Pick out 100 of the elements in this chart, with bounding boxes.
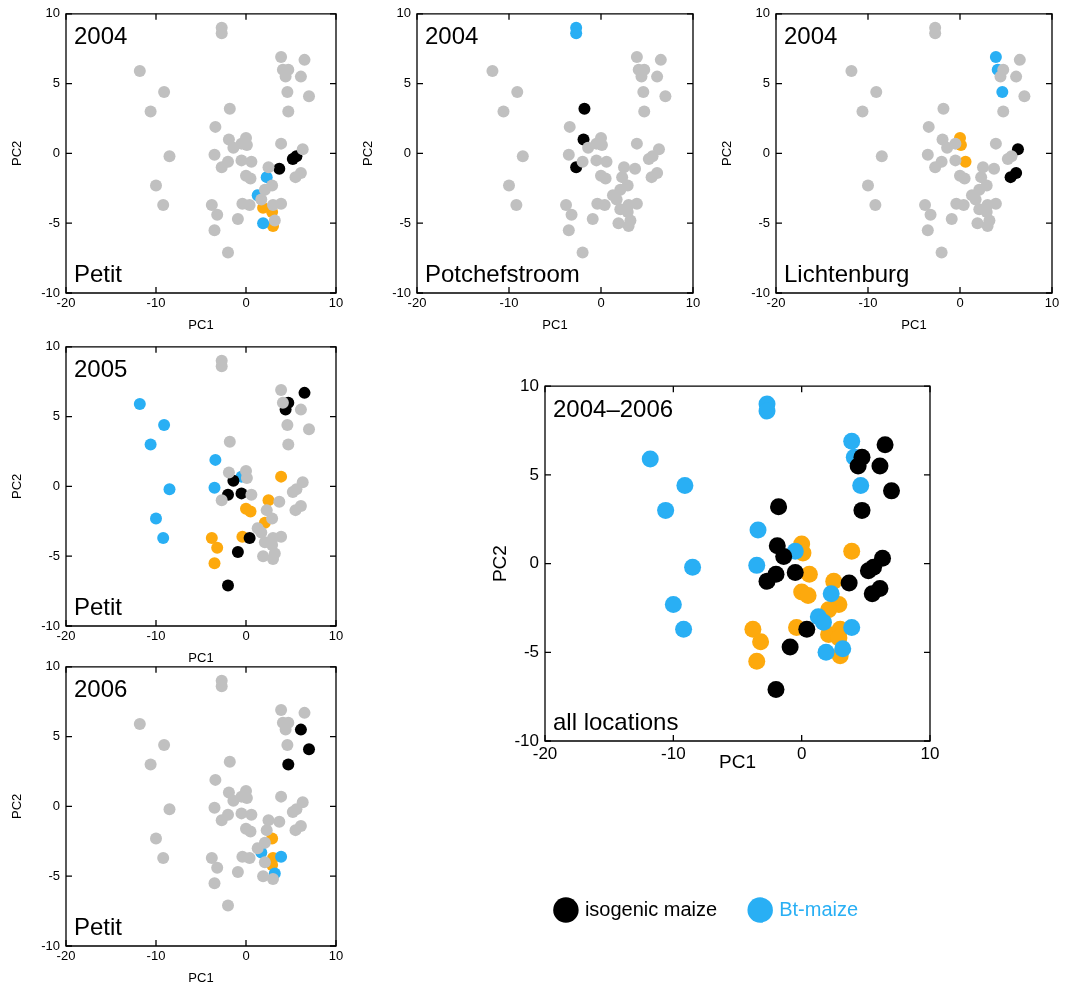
point [273,162,286,175]
point [267,199,279,212]
point [150,179,162,192]
point [862,179,874,192]
point [267,872,279,885]
point [205,532,218,545]
point [562,148,575,161]
point [875,150,888,163]
point [286,805,299,818]
point [576,155,589,168]
point [560,199,573,212]
point [258,183,271,196]
point [258,856,271,869]
point [245,155,258,168]
y-tick-label: 0 [403,144,411,160]
annotation: 2005 [74,355,128,383]
point [578,102,591,115]
point [157,199,170,212]
point [244,172,257,185]
point [664,595,682,613]
point [630,137,643,150]
point [289,171,302,184]
point [849,457,867,475]
point [209,453,222,466]
y-tick-label: 5 [52,728,60,744]
point [510,199,523,212]
y-axis-title: PC2 [360,140,376,167]
point [222,466,235,479]
point [856,105,869,118]
point [231,546,244,559]
point [929,161,942,174]
point [876,436,894,454]
point [222,246,234,259]
point [800,565,818,583]
point [208,801,221,814]
point [657,501,675,519]
point [275,51,288,64]
point [798,620,816,638]
legend-label: isogenic maize [584,897,718,920]
point [231,866,244,879]
point [294,70,307,83]
y-tick-label: 5 [529,464,539,484]
point [298,386,311,399]
point [222,579,234,592]
point [600,155,613,168]
point [296,143,309,156]
x-tick-label: -10 [146,948,166,964]
point [260,824,273,837]
point [935,246,948,259]
point [973,183,986,196]
y-tick-label: -5 [48,547,60,563]
point [1013,53,1026,66]
y-tick-label: -10 [41,937,60,953]
y-tick-label: -10 [41,617,60,633]
annotation: 2004 [784,22,838,50]
point [282,438,295,451]
point [262,814,275,827]
point [273,495,286,508]
point [563,120,576,133]
point [989,51,1002,64]
x-tick-label: 10 [328,948,344,964]
point [211,861,224,874]
point [255,526,268,539]
point [260,504,273,517]
point [144,438,157,451]
x-tick-label: 10 [328,295,344,311]
point [989,137,1002,150]
y-tick-label: -5 [523,641,539,661]
y-tick-label: -5 [399,214,411,230]
point [211,208,224,221]
x-axis-title: PC1 [188,316,214,332]
y-tick-label: 0 [762,144,770,160]
point [924,208,937,221]
point [205,199,218,212]
y-tick-label: 0 [52,144,60,160]
point [158,418,171,431]
annotation: Potchefstroom [425,259,580,287]
point [157,532,170,545]
point [497,105,510,118]
point [223,755,236,768]
point [255,193,268,206]
point [958,172,971,185]
point [814,613,832,631]
point [245,808,258,821]
point [268,214,281,227]
point [988,162,1001,175]
point [1011,143,1024,156]
point [215,814,228,827]
point [298,706,311,719]
x-tick-label: -10 [499,295,519,311]
point [275,137,288,150]
point [614,183,627,196]
x-tick-label: -10 [858,295,878,311]
point [675,620,693,638]
point [645,171,658,184]
point [586,213,599,226]
point [208,877,221,890]
point [767,681,785,699]
point [651,70,664,83]
point [223,102,236,115]
